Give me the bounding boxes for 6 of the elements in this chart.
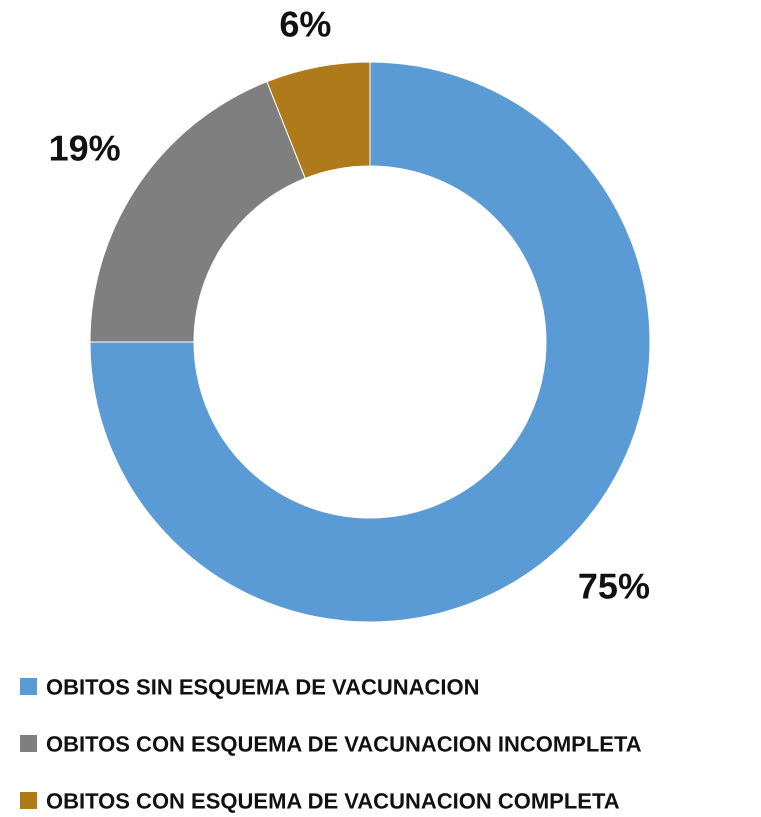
legend-label: OBITOS CON ESQUEMA DE VACUNACION INCOMPLETA [46,732,642,756]
data-label: 19% [48,128,121,169]
data-label: 75% [578,565,650,606]
data-label: 6% [279,4,332,44]
legend-label: OBITOS CON ESQUEMA DE VACUNACION COMPLETA [46,788,620,814]
legend-label: OBITOS SIN ESQUEMA DE VACUNACION [46,674,480,700]
